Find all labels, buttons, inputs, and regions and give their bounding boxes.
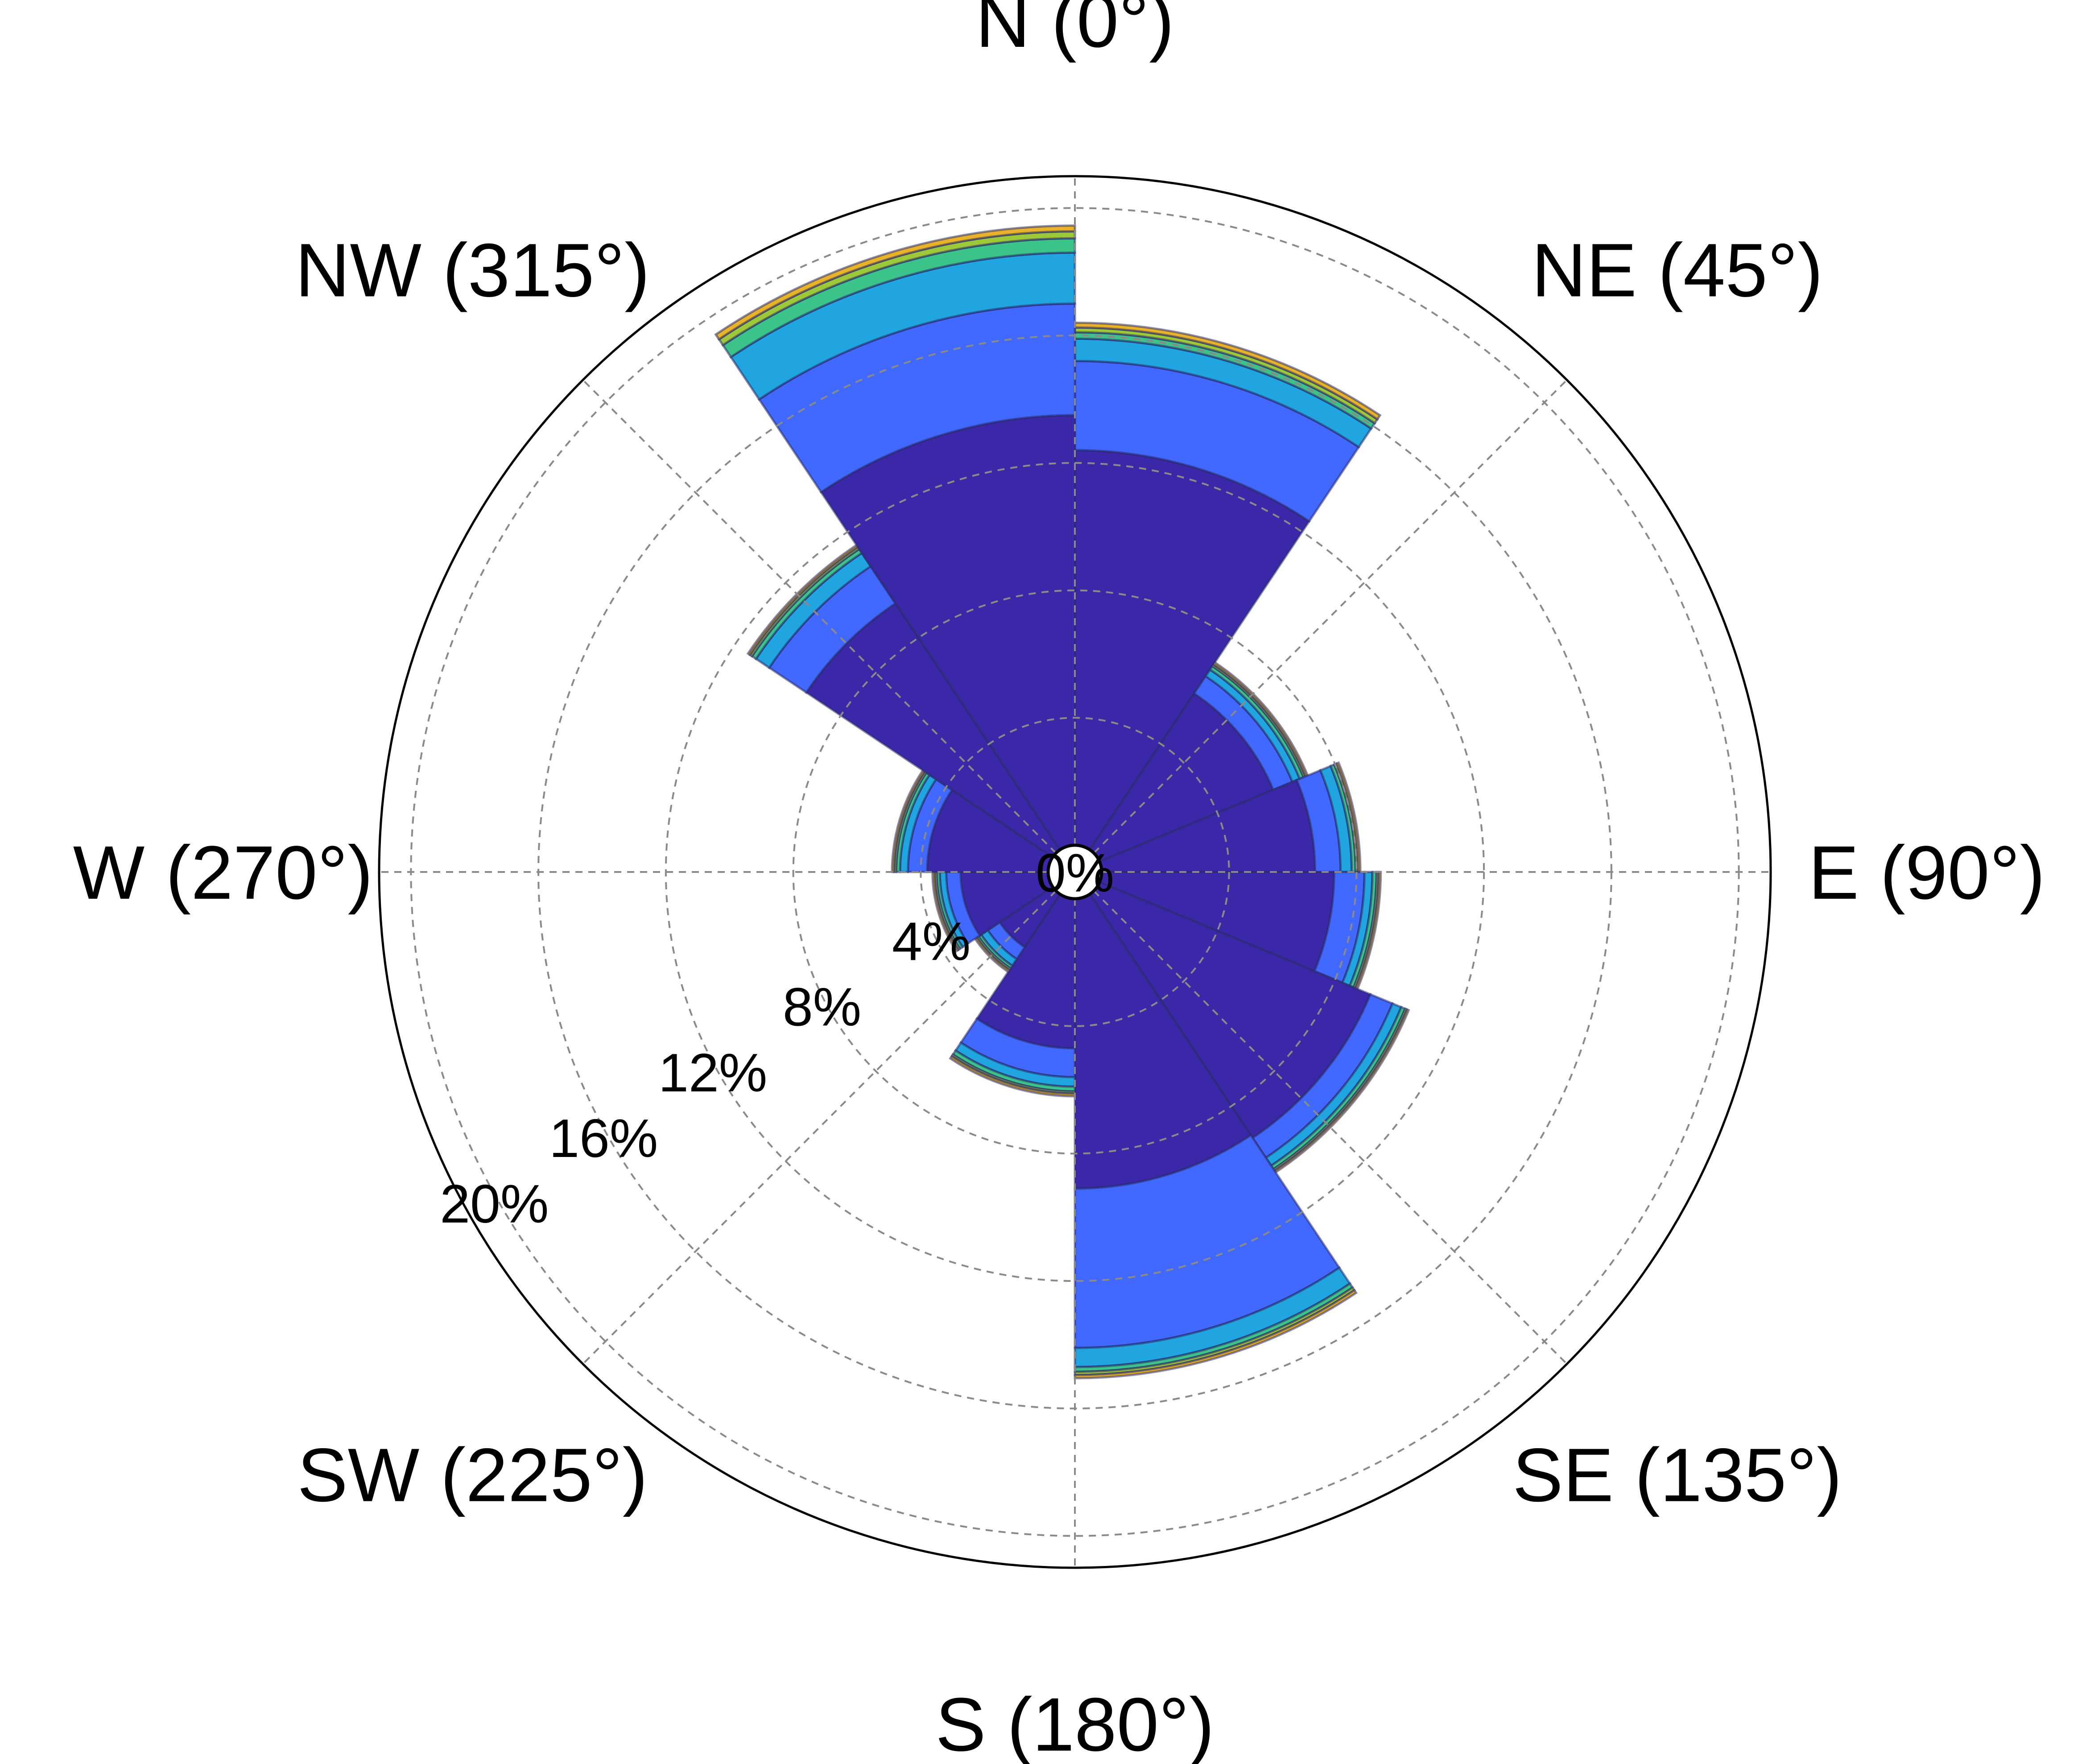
label-layer: N (0°) NE (45°) E (90°) SE (135°) S (180°) SW…: [73, 0, 2045, 1764]
center-hub: [1046, 843, 1103, 901]
radial-tick-label-5: 20%: [440, 1173, 549, 1234]
sector-5-bin-5: [1074, 1289, 1358, 1380]
direction-label-1: NE (45°): [1532, 228, 1823, 313]
grid-spoke-1: [1093, 379, 1568, 854]
outer-frame: [378, 175, 1772, 1569]
grid-ring-1: [920, 717, 1230, 1027]
direction-label-5: SW (225°): [297, 1433, 648, 1518]
grid-ring-3: [665, 462, 1485, 1282]
direction-label-7: NW (315°): [295, 228, 650, 313]
wedge-layer: [714, 224, 1410, 1380]
radial-tick-label-2: 8%: [783, 977, 861, 1037]
sector-6-bin-5: [949, 1054, 1076, 1098]
sector-0-bin-5: [1074, 322, 1382, 421]
grid-spoke-7: [582, 379, 1057, 854]
radial-tick-label-1: 4%: [892, 911, 971, 972]
radial-tick-label-4: 16%: [549, 1108, 658, 1169]
grid-layer: [379, 176, 1771, 1568]
radial-tick-label-0: 0%: [1036, 843, 1114, 903]
direction-label-6: W (270°): [73, 830, 373, 915]
grid-spoke-5: [582, 890, 1057, 1365]
direction-label-3: SE (135°): [1512, 1433, 1842, 1518]
grid-ring-2: [792, 589, 1358, 1155]
direction-label-0: N (0°): [975, 0, 1174, 63]
direction-label-4: S (180°): [935, 1682, 1214, 1764]
radial-tick-label-3: 12%: [658, 1042, 767, 1103]
direction-label-2: E (90°): [1809, 830, 2045, 915]
grid-spoke-3: [1093, 890, 1568, 1365]
